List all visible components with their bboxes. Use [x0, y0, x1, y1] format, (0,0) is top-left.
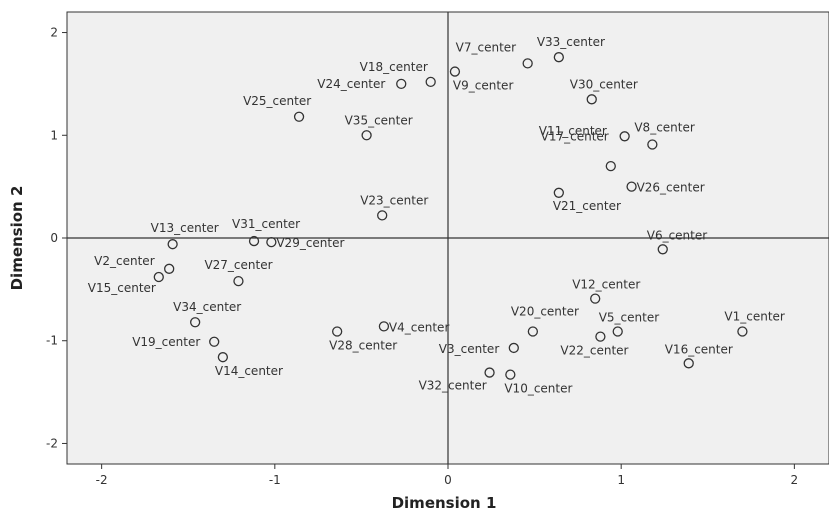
point-marker-v18-center	[425, 76, 436, 88]
point-marker-v16-center	[683, 358, 694, 369]
point-label-v26-center: V26_center	[637, 181, 705, 195]
point-marker-v17-center	[619, 131, 630, 142]
y-tick-label: -2	[46, 436, 58, 450]
point-label-v8-center: V8_center	[634, 121, 695, 135]
point-label-v16-center: V16_center	[665, 342, 733, 356]
point-label-v34-center: V34_center	[173, 300, 241, 314]
point-marker-v28-center	[332, 326, 343, 337]
point-marker-v19-center	[209, 336, 220, 347]
point-label-v20-center: V20_center	[511, 304, 579, 318]
point-marker-v15-center	[153, 271, 164, 283]
point-label-v1-center: V1_center	[724, 309, 785, 323]
point-marker-v27-center	[233, 275, 244, 287]
point-marker-v21-center	[553, 187, 564, 198]
point-marker-v32-center	[484, 367, 495, 378]
point-label-v32-center: V32_center	[419, 379, 487, 393]
axis-ticks: -2 -1 0 1 2 2 1 0 -1 -2	[46, 26, 798, 487]
point-marker-v22-center	[595, 331, 606, 342]
point-label-v29-center: V29_center	[276, 236, 344, 250]
point-marker-v30-center	[586, 94, 597, 105]
x-tick-label: 2	[791, 473, 799, 487]
point-marker-v13-center	[167, 239, 178, 250]
point-label-v6-center: V6_center	[647, 228, 708, 242]
point-label-v25-center: V25_center	[243, 94, 311, 108]
point-marker-v26-center	[626, 181, 637, 192]
point-label-v18-center: V18_center	[360, 60, 428, 74]
point-label-v31-center: V31_center	[232, 217, 300, 231]
point-marker-v2-center	[164, 263, 175, 274]
point-marker-v8-center	[647, 139, 658, 150]
point-marker-v23-center	[377, 210, 388, 221]
point-marker-v3-center	[508, 342, 519, 354]
point-marker-v7-center	[522, 58, 533, 69]
point-marker-v9-center	[449, 66, 461, 77]
point-label-v28-center: V28_center	[329, 338, 397, 352]
point-marker-v33-center	[553, 52, 564, 63]
point-label-v23-center: V23_center	[360, 193, 428, 207]
point-label-v12-center: V12_center	[572, 278, 640, 292]
point-label-v3-center: V3_center	[439, 342, 500, 356]
point-label-v27-center: V27_center	[204, 258, 272, 272]
point-label-v2-center: V2_center	[94, 254, 155, 268]
x-axis-title: Dimension 1	[392, 494, 497, 512]
reference-lines	[67, 12, 829, 464]
point-marker-v10-center	[505, 369, 516, 380]
point-label-v10-center: V10_center	[504, 382, 572, 396]
point-label-v13-center: V13_center	[151, 221, 219, 235]
point-marker-v20-center	[527, 326, 539, 337]
point-marker-v11-center	[605, 160, 616, 172]
x-tick-label: -2	[96, 473, 108, 487]
data-points: V1_center V2_center V3_center V4_center V5_c…	[88, 35, 785, 395]
point-label-v17-center: V17_center	[541, 129, 609, 143]
point-label-v15-center: V15_center	[88, 281, 156, 295]
point-label-v24-center: V24_center	[317, 77, 385, 91]
point-marker-v35-center	[361, 130, 372, 141]
x-tick-label: 0	[444, 473, 452, 487]
point-label-v7-center: V7_center	[456, 40, 517, 54]
y-tick-label: -1	[46, 334, 58, 348]
point-label-v4-center: V4_center	[389, 320, 450, 334]
point-marker-v29-center	[266, 236, 277, 248]
point-label-v9-center: V9_center	[453, 79, 514, 93]
y-tick-label: 1	[50, 128, 58, 142]
point-marker-v34-center	[190, 317, 201, 328]
y-axis-title: Dimension 2	[8, 186, 26, 291]
point-marker-v31-center	[248, 235, 260, 247]
point-marker-v4-center	[378, 321, 390, 332]
point-marker-v5-center	[612, 326, 623, 337]
point-label-v21-center: V21_center	[553, 199, 621, 213]
point-marker-v25-center	[293, 111, 305, 122]
point-label-v14-center: V14_center	[215, 364, 283, 378]
point-label-v30-center: V30_center	[570, 77, 638, 91]
point-label-v33-center: V33_center	[537, 35, 605, 49]
point-marker-v12-center	[590, 293, 601, 304]
point-marker-v1-center	[737, 326, 748, 337]
point-label-v11-center: V11_center	[539, 124, 607, 138]
y-tick-label: 0	[50, 231, 58, 245]
point-label-v19-center: V19_center	[132, 335, 200, 349]
point-label-v5-center: V5_center	[599, 310, 660, 324]
x-tick-label: 1	[617, 473, 625, 487]
point-label-v35-center: V35_center	[345, 113, 413, 127]
y-tick-label: 2	[50, 26, 58, 40]
point-label-v22-center: V22_center	[560, 344, 628, 358]
x-tick-label: -1	[269, 473, 281, 487]
point-marker-v6-center	[657, 244, 668, 255]
point-marker-v14-center	[217, 352, 229, 363]
point-marker-v24-center	[396, 78, 407, 90]
